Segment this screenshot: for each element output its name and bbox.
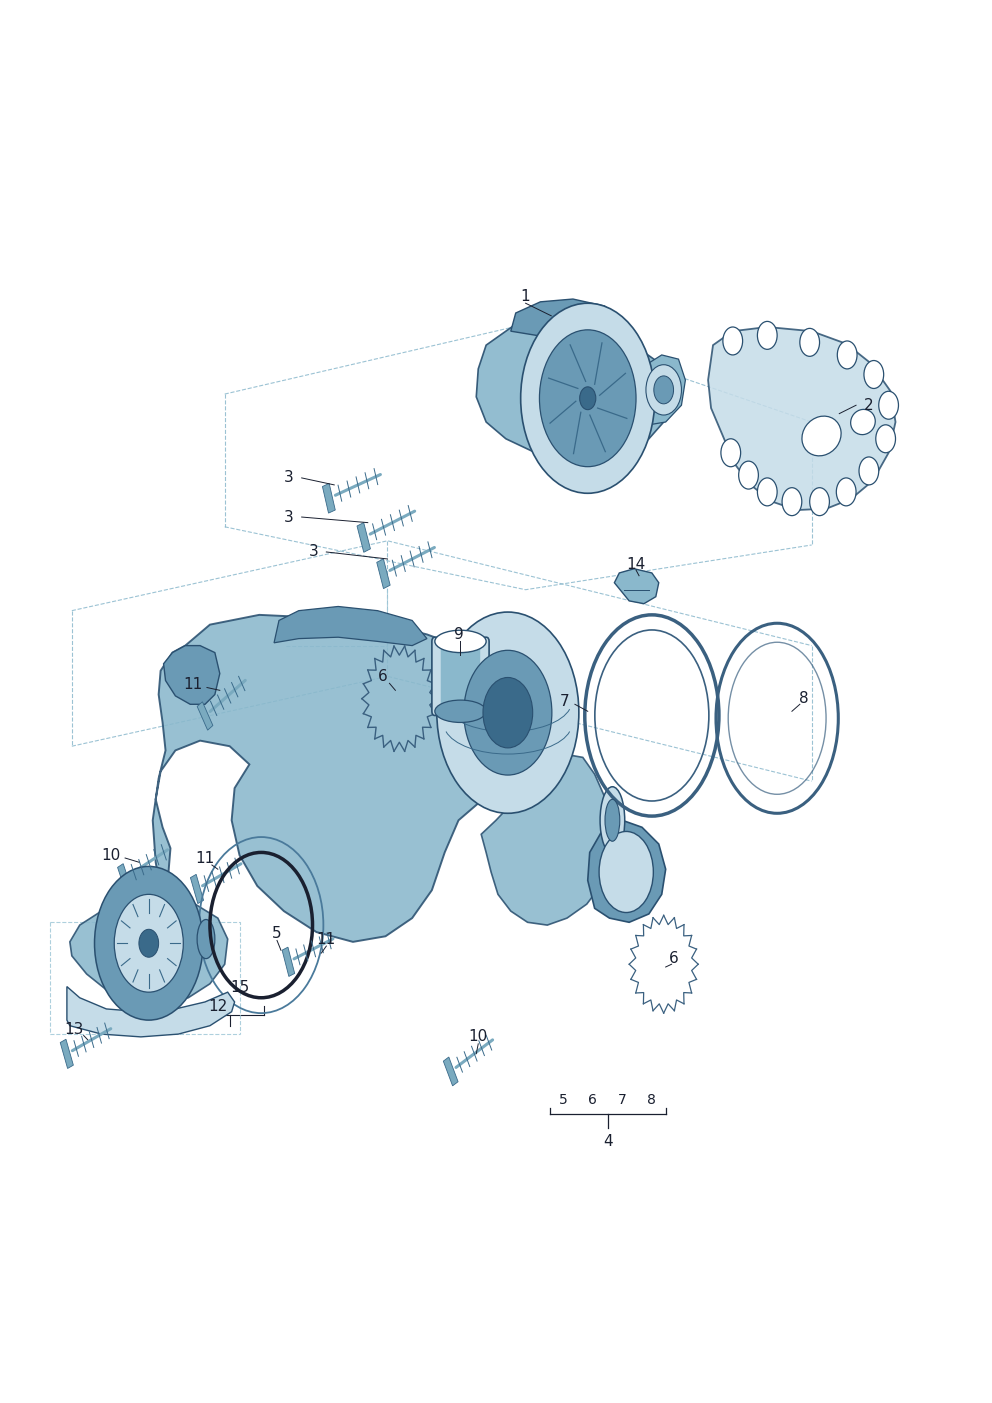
Ellipse shape bbox=[600, 787, 625, 854]
Polygon shape bbox=[69, 897, 228, 1003]
Circle shape bbox=[879, 391, 899, 419]
Circle shape bbox=[483, 678, 533, 748]
Text: 6: 6 bbox=[588, 1093, 597, 1107]
Circle shape bbox=[758, 321, 777, 349]
Polygon shape bbox=[556, 462, 606, 485]
Circle shape bbox=[739, 462, 759, 490]
Ellipse shape bbox=[434, 630, 486, 652]
Circle shape bbox=[837, 341, 857, 369]
Circle shape bbox=[654, 376, 674, 404]
Circle shape bbox=[723, 327, 743, 355]
Text: 4: 4 bbox=[603, 1134, 613, 1149]
Circle shape bbox=[758, 478, 777, 506]
Polygon shape bbox=[708, 327, 896, 511]
Polygon shape bbox=[377, 558, 390, 589]
Polygon shape bbox=[197, 702, 213, 730]
Text: 5: 5 bbox=[558, 1093, 567, 1107]
Text: 9: 9 bbox=[453, 627, 463, 643]
Polygon shape bbox=[190, 874, 203, 904]
Text: 10: 10 bbox=[468, 1030, 488, 1044]
Polygon shape bbox=[66, 986, 234, 1037]
Polygon shape bbox=[357, 522, 370, 553]
Text: 3: 3 bbox=[284, 509, 294, 525]
Circle shape bbox=[139, 929, 159, 957]
Text: 5: 5 bbox=[272, 926, 282, 941]
Circle shape bbox=[94, 867, 203, 1020]
Text: 6: 6 bbox=[378, 669, 388, 683]
Text: 15: 15 bbox=[230, 981, 249, 996]
Polygon shape bbox=[274, 606, 427, 645]
Ellipse shape bbox=[851, 410, 875, 435]
Text: 14: 14 bbox=[627, 557, 646, 572]
Text: 2: 2 bbox=[864, 397, 874, 412]
Polygon shape bbox=[118, 864, 132, 892]
Text: 11: 11 bbox=[184, 678, 202, 692]
Polygon shape bbox=[476, 324, 674, 462]
Text: 12: 12 bbox=[208, 999, 227, 1013]
Circle shape bbox=[114, 894, 184, 992]
Polygon shape bbox=[614, 568, 659, 603]
Polygon shape bbox=[587, 821, 666, 922]
Circle shape bbox=[864, 361, 884, 389]
Text: 7: 7 bbox=[618, 1093, 627, 1107]
Circle shape bbox=[521, 303, 655, 494]
Circle shape bbox=[800, 328, 819, 356]
Polygon shape bbox=[481, 755, 612, 925]
Polygon shape bbox=[322, 484, 335, 513]
Polygon shape bbox=[511, 299, 624, 347]
Polygon shape bbox=[164, 645, 220, 704]
Polygon shape bbox=[153, 615, 554, 941]
Circle shape bbox=[540, 330, 636, 467]
Circle shape bbox=[836, 478, 856, 506]
Circle shape bbox=[721, 439, 741, 467]
Circle shape bbox=[579, 387, 596, 410]
Circle shape bbox=[436, 612, 579, 814]
Text: 6: 6 bbox=[669, 951, 679, 967]
Ellipse shape bbox=[434, 700, 486, 723]
Circle shape bbox=[646, 365, 682, 415]
Circle shape bbox=[782, 488, 802, 516]
Circle shape bbox=[464, 651, 552, 774]
Circle shape bbox=[876, 425, 896, 453]
Ellipse shape bbox=[802, 417, 841, 456]
Ellipse shape bbox=[599, 832, 654, 912]
Text: 3: 3 bbox=[309, 544, 318, 560]
Text: 1: 1 bbox=[521, 289, 531, 303]
Text: 8: 8 bbox=[799, 692, 808, 706]
Polygon shape bbox=[443, 1056, 458, 1086]
Polygon shape bbox=[61, 1040, 73, 1069]
Polygon shape bbox=[639, 355, 685, 425]
Text: 10: 10 bbox=[101, 847, 121, 863]
FancyBboxPatch shape bbox=[432, 637, 489, 716]
Ellipse shape bbox=[605, 800, 620, 842]
Text: 11: 11 bbox=[316, 932, 336, 947]
Circle shape bbox=[859, 457, 879, 485]
Text: 8: 8 bbox=[648, 1093, 657, 1107]
Polygon shape bbox=[282, 947, 295, 976]
Text: 7: 7 bbox=[560, 694, 569, 709]
Text: 3: 3 bbox=[284, 470, 294, 485]
Text: 11: 11 bbox=[195, 850, 214, 866]
FancyBboxPatch shape bbox=[440, 647, 480, 706]
Text: 13: 13 bbox=[64, 1023, 83, 1037]
Ellipse shape bbox=[197, 919, 215, 958]
Circle shape bbox=[809, 488, 829, 516]
